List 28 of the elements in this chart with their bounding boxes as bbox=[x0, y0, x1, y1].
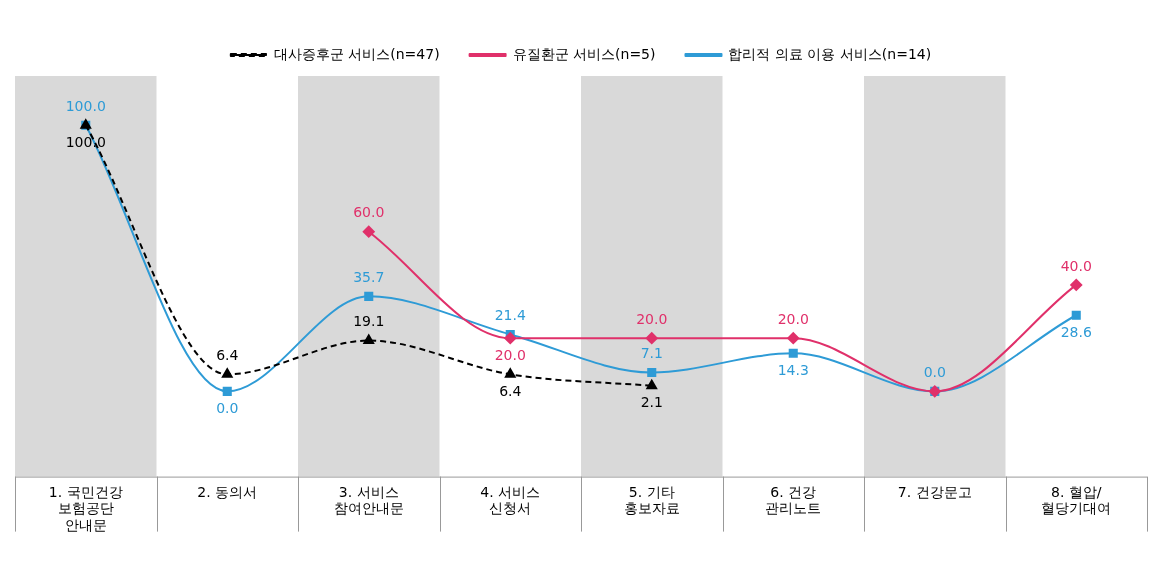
data-label: 20.0 bbox=[777, 310, 809, 327]
x-tick-label: 5. 기타 홍보자료 bbox=[623, 483, 680, 517]
data-label: 35.7 bbox=[353, 269, 385, 285]
data-label: 14.3 bbox=[777, 361, 809, 378]
x-tick-label: 3. 서비스 참여안내문 bbox=[333, 483, 404, 517]
data-label: 20.0 bbox=[494, 346, 526, 363]
data-label: 20.0 bbox=[636, 310, 668, 327]
data-label: 6.4 bbox=[216, 346, 239, 363]
legend-label: 합리적 의료 이용 서비스(n=14) bbox=[728, 45, 932, 62]
data-label: 0.0 bbox=[923, 364, 946, 381]
x-tick-label: 1. 국민건강 보험공단 안내문 bbox=[48, 483, 123, 534]
data-label: 7.1 bbox=[640, 345, 663, 362]
x-tick-label: 6. 건강 관리노트 bbox=[765, 483, 822, 517]
x-tick-label: 2. 동의서 bbox=[197, 483, 258, 500]
data-label: 0.0 bbox=[216, 400, 239, 417]
data-label: 6.4 bbox=[499, 382, 522, 399]
data-label: 2.1 bbox=[640, 394, 663, 411]
x-tick-label: 4. 서비스 신청서 bbox=[480, 483, 541, 517]
legend-label: 유질환군 서비스(n=5) bbox=[512, 45, 656, 62]
x-tick-label: 7. 건강문고 bbox=[897, 483, 972, 500]
legend-label: 대사증후군 서비스(n=47) bbox=[273, 45, 440, 62]
data-label: 21.4 bbox=[494, 307, 526, 324]
data-label: 40.0 bbox=[1060, 257, 1092, 274]
data-label: 28.6 bbox=[1060, 323, 1092, 340]
data-label: 60.0 bbox=[353, 204, 385, 221]
data-label: 100.0 bbox=[65, 97, 106, 114]
data-label: 19.1 bbox=[353, 313, 385, 330]
x-tick-label: 8. 혈압/ 혈당기대여 bbox=[1041, 483, 1112, 517]
